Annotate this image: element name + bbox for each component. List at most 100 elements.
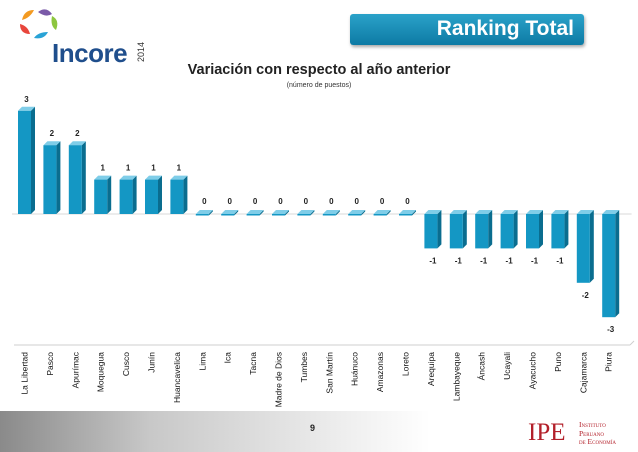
data-label: 0	[380, 197, 385, 206]
ranking-total-label: Ranking Total	[436, 17, 574, 40]
bar	[449, 214, 463, 249]
footer-gradient	[0, 411, 430, 452]
bar	[94, 179, 108, 214]
category-label: Junín	[147, 352, 157, 373]
category-label: Tacna	[248, 352, 258, 375]
bar-side	[31, 106, 35, 214]
category-label: Pasco	[45, 352, 55, 376]
category-label: San Martín	[324, 352, 334, 394]
bar-top	[602, 210, 620, 214]
bar-top	[399, 210, 416, 214]
bar-side	[513, 210, 518, 249]
category-label: Puno	[553, 352, 563, 372]
page-number: 9	[310, 423, 316, 433]
bar-side	[488, 210, 493, 249]
data-label: -1	[556, 256, 564, 265]
bar-side	[539, 210, 543, 249]
bar-side	[285, 210, 289, 216]
bar-top	[119, 175, 137, 180]
bar-side	[361, 210, 366, 216]
category-label: Amazonas	[375, 352, 385, 392]
data-label: 0	[329, 197, 334, 206]
bar	[170, 179, 184, 214]
ipe-logo-line-2: Peruano	[579, 428, 605, 438]
category-label: Apurímac	[70, 351, 80, 388]
data-label: 0	[278, 197, 283, 206]
data-label: 1	[100, 164, 105, 173]
data-label: -3	[607, 325, 615, 334]
incore-logo: Incore 2014	[8, 6, 148, 68]
axis-floor-edge	[629, 340, 635, 346]
ipe-logo-main: IPE	[528, 419, 566, 446]
bar-top	[526, 210, 543, 214]
category-label: Cajamarca	[578, 352, 588, 393]
ipe-logo-line-1: Instituto	[579, 420, 606, 429]
data-label: 3	[24, 95, 29, 104]
bar-side	[183, 175, 188, 214]
bar	[18, 110, 31, 214]
bar-top	[576, 210, 594, 214]
category-label: Ucayali	[502, 352, 512, 380]
chart-subtitle: (número de puestos)	[286, 82, 352, 89]
bar-side	[56, 141, 61, 214]
bar-top	[221, 210, 239, 214]
bar-top	[246, 210, 264, 214]
category-label: Piura	[604, 352, 614, 372]
bar-top	[449, 210, 467, 214]
bar	[145, 179, 158, 214]
bar-top	[18, 106, 35, 111]
bar-top	[272, 210, 289, 214]
bar	[68, 145, 82, 214]
bar	[602, 214, 616, 318]
bar	[576, 214, 590, 283]
bar-top	[68, 141, 86, 146]
ipe-logo-subtitle: Instituto Peruano de Economía	[579, 420, 616, 447]
category-label: Huancavelica	[172, 352, 182, 403]
data-label: -1	[531, 256, 539, 265]
category-label: Loreto	[401, 352, 411, 376]
category-label: Áncash	[477, 352, 487, 381]
bar-top	[94, 175, 112, 180]
bar-side	[412, 210, 416, 216]
category-label: Lambayeque	[451, 352, 461, 401]
bar-side	[589, 210, 594, 283]
bar-top	[348, 210, 366, 214]
bar	[348, 214, 362, 216]
category-label: Cusco	[121, 352, 131, 376]
category-label: Tumbes	[299, 352, 309, 382]
bar-top	[424, 210, 442, 214]
bar-chart: 3 La Libertad 2 Pasco 2 Apurímac 1 Moquegua 1 Cus…	[12, 95, 635, 407]
bar-top	[43, 141, 61, 146]
data-label: -1	[455, 256, 463, 265]
data-label: 1	[177, 164, 182, 173]
bar	[399, 214, 412, 216]
data-label: 1	[151, 164, 156, 173]
data-label: 1	[126, 164, 131, 173]
footer: 9 IPE Instituto Peruano de Economía	[0, 411, 638, 452]
bar-side	[462, 210, 467, 249]
category-label: Ayacucho	[528, 352, 538, 389]
bar	[297, 214, 311, 216]
bar-top	[297, 210, 315, 214]
bar-side	[310, 210, 315, 216]
data-label: 0	[354, 197, 359, 206]
bar	[500, 214, 514, 249]
data-label: -1	[506, 256, 514, 265]
data-label: 2	[75, 129, 80, 138]
bar-side	[208, 210, 213, 216]
chart-title: Variación con respecto al año anterior	[187, 62, 451, 78]
data-label: -1	[429, 256, 437, 265]
bar	[475, 214, 489, 249]
bar-top	[145, 175, 162, 180]
bar	[526, 214, 539, 249]
bar-side	[259, 210, 264, 216]
category-label: Huánuco	[350, 352, 360, 386]
data-label: 0	[227, 197, 232, 206]
bar-side	[81, 141, 86, 214]
data-label: -2	[582, 291, 590, 300]
bar-top	[500, 210, 518, 214]
category-label: Madre de Dios	[274, 352, 284, 407]
bar-side	[564, 210, 569, 249]
bar-side	[437, 210, 442, 249]
data-label: -1	[480, 256, 488, 265]
